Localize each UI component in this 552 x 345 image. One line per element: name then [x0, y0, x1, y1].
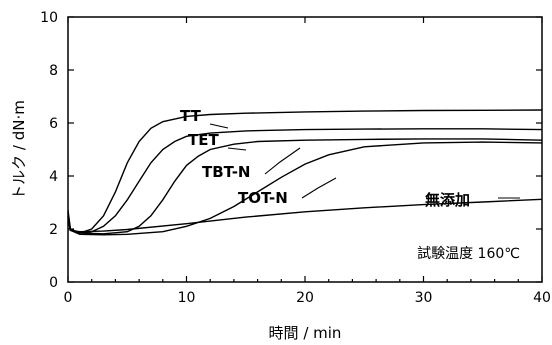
- x-tick-label: 30: [415, 290, 433, 306]
- plot-frame-group: [67, 16, 543, 283]
- series-label-3: TOT-N: [238, 189, 288, 207]
- y-tick-label: 8: [49, 63, 58, 79]
- series-label-1: TET: [188, 131, 219, 149]
- x-tick-label: 40: [533, 290, 551, 306]
- series-line-2: [67, 138, 543, 235]
- y-tick-label: 4: [49, 169, 58, 185]
- test-temperature-annotation: 試験温度 160℃: [417, 246, 520, 262]
- series-line-1: [67, 128, 543, 234]
- y-axis-label: トルク / dN·m: [10, 100, 28, 200]
- series-line-4: [67, 198, 543, 233]
- series-line-3: [67, 141, 543, 236]
- series-line-0: [67, 109, 543, 234]
- axis-tick-labels: 0 10 20 30 40 0 2 4 6 8 10: [40, 10, 551, 306]
- series-leader-3: [301, 177, 337, 199]
- x-axis-label: 時間 / min: [269, 324, 342, 342]
- axis-ticks: [67, 16, 543, 283]
- x-tick-label: 20: [296, 290, 314, 306]
- series-labels: TT TET TBT-N TOT-N 無添加: [180, 107, 470, 209]
- y-tick-label: 6: [49, 116, 58, 132]
- y-tick-label: 0: [49, 275, 58, 291]
- series-lines: [67, 109, 543, 236]
- x-tick-label: 0: [64, 290, 73, 306]
- y-tick-label: 2: [49, 222, 58, 238]
- series-label-4: 無添加: [425, 191, 470, 209]
- y-tick-label: 10: [40, 10, 58, 26]
- series-leader-2: [264, 147, 301, 175]
- series-leader-1: [227, 147, 247, 151]
- series-label-2: TBT-N: [202, 163, 250, 181]
- x-tick-label: 10: [178, 290, 196, 306]
- label-leader-lines: [209, 123, 520, 199]
- series-label-0: TT: [180, 107, 202, 125]
- plot-frame: [67, 16, 543, 283]
- series-leader-0: [209, 123, 229, 129]
